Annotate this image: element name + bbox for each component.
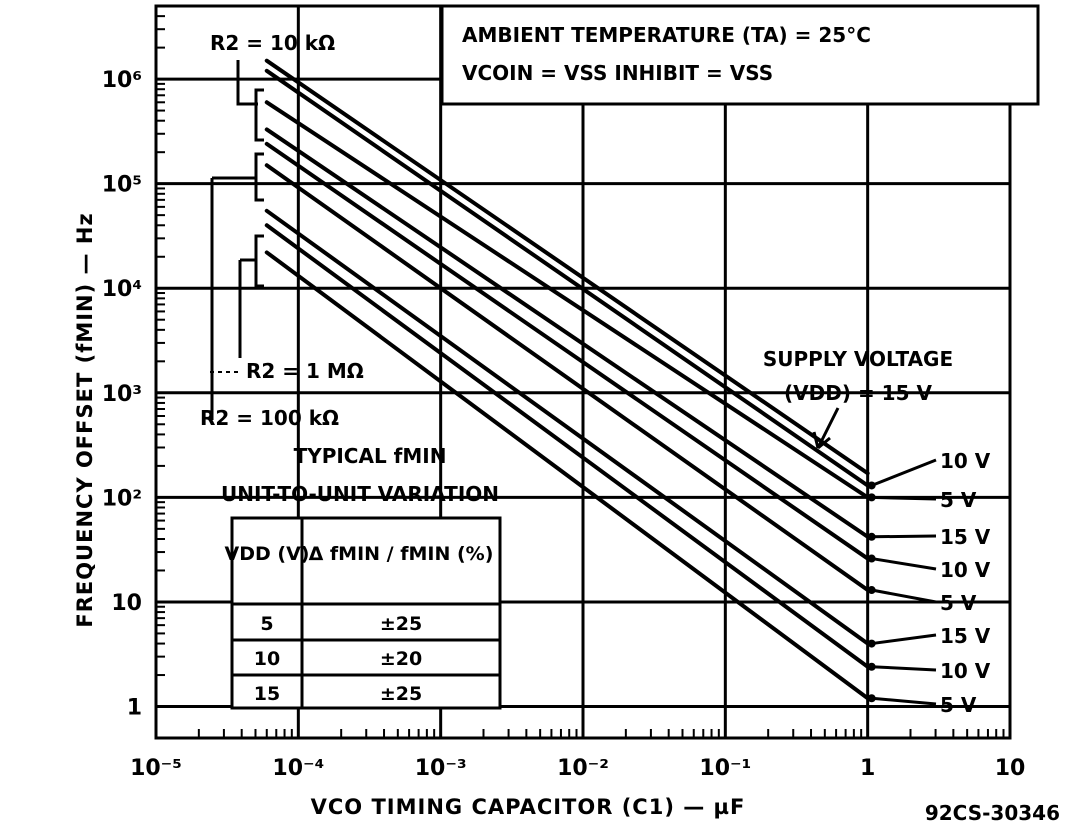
curve-label: 5 V [940,693,977,717]
series-line [264,68,870,488]
curve-label-arrow [871,534,937,539]
variation-table: VDD (V) Δ fMIN / fMIN (%) 5 ±25 10 ±20 1… [225,516,502,710]
supply-vdd-text: (VDD) = 15 V [784,381,932,405]
x-axis-title: VCO TIMING CAPACITOR (C1) — µF [311,795,746,819]
table-row-delta: ±20 [380,648,422,670]
curve-label: 10 V [940,659,991,683]
curve-label-arrowhead [867,481,876,490]
curve-label-arrowhead [867,586,876,595]
y-tick-label: 10³ [102,382,142,407]
x-tick-label: 10⁻³ [415,756,467,781]
curve-label: 15 V [940,624,991,648]
x-tick-label: 10⁻⁵ [130,756,182,781]
r2-10k-bracket [236,60,264,142]
curve-label-arrow [871,633,937,646]
series-line [264,163,870,593]
r2-1m-bracket [238,234,264,358]
curve-label-arrowhead [867,554,876,563]
series-line [264,223,870,669]
table-row-vdd: 5 [260,613,273,635]
unit-variation-text: UNIT-TO-UNIT VARIATION [221,482,499,506]
table-header-vdd: VDD (V) [225,543,310,565]
series-line [264,127,870,539]
y-tick-label: 1 [127,696,142,721]
r2-100k-bracket [210,152,264,420]
series-line [264,141,870,561]
curve-label-arrowhead [867,662,876,671]
table-row-vdd: 15 [254,683,280,705]
curve-label: 5 V [940,488,977,512]
y-tick-label: 10⁶ [102,68,142,93]
r2-1m-label: R2 = 1 MΩ [246,359,364,383]
curve-label-arrowhead [867,694,876,703]
series-line [264,208,870,646]
curve-label: 10 V [940,558,991,582]
table-row-delta: ±25 [380,613,422,635]
series-line [264,58,870,476]
x-tick-label: 1 [860,756,875,781]
r2-10k-label: R2 = 10 kΩ [210,31,335,55]
curve-label: 10 V [940,449,991,473]
vco-inhibit-text: VCOIN = VSS INHIBIT = VSS [462,61,773,85]
r2-group-labels: R2 = 10 kΩ R2 = 1 MΩ R2 = 100 kΩ [200,31,364,430]
table-row-delta: ±25 [380,683,422,705]
curve-label-arrow [871,458,937,487]
curve-label-arrowhead [867,532,876,541]
y-tick-label: 10⁴ [102,277,142,302]
x-tick-label: 10⁻⁴ [272,756,324,781]
curve-label-arrow [871,588,937,604]
curve-labels: 10 V 5 V 15 V 10 V 5 V 15 V 10 V 5 V [867,449,991,717]
series-line [264,100,870,500]
curves [264,58,870,701]
ambient-conditions-box: AMBIENT TEMPERATURE (TA) = 25°C VCOIN = … [440,4,1040,106]
curve-label-arrow [871,495,937,501]
r2-100k-label: R2 = 100 kΩ [200,406,339,430]
y-tick-label: 10² [102,486,142,511]
x-tick-label: 10⁻¹ [699,756,751,781]
x-tick-label: 10 [995,756,1026,781]
typical-fmin-text: TYPICAL fMIN [294,444,447,468]
series-line [264,250,870,701]
supply-voltage-arrow [812,407,840,450]
table-row-vdd: 10 [254,648,280,670]
axis-ticks: 10⁻⁵ 10⁻⁴ 10⁻³ 10⁻² 10⁻¹ 1 10 1 10 10² 10³ 10⁴ 10⁵ 10… [102,15,1026,781]
curve-label: 5 V [940,591,977,615]
ambient-temperature-text: AMBIENT TEMPERATURE (TA) = 25°C [462,23,871,47]
y-axis-title: FREQUENCY OFFSET (fMIN) — Hz [73,212,97,627]
curve-label-arrow [871,557,937,571]
x-tick-label: 10⁻² [557,756,609,781]
supply-voltage-text: SUPPLY VOLTAGE [763,347,953,371]
y-tick-label: 10 [111,591,142,616]
curve-label-arrow [871,665,937,672]
curve-label-arrowhead [867,639,876,648]
curve-label-arrowhead [867,493,876,502]
curve-label: 15 V [940,525,991,549]
curve-label-arrow [871,696,937,706]
y-tick-label: 10⁵ [102,173,142,198]
table-header-delta: Δ fMIN / fMIN (%) [309,543,494,565]
figure-code: 92CS-30346 [925,801,1060,825]
